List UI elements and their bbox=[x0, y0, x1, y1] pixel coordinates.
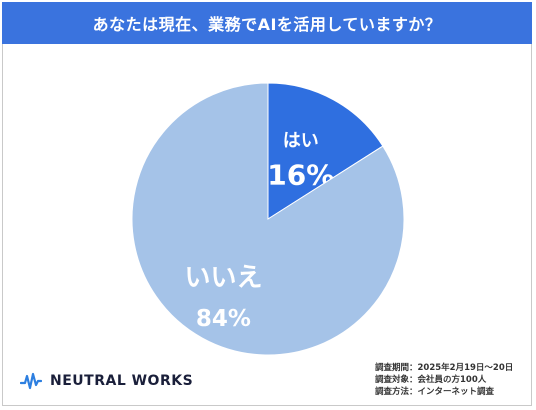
pie-slice-yes bbox=[267, 82, 384, 220]
brand-logo: NEUTRAL WORKS bbox=[20, 368, 193, 394]
survey-period: 調査期間：2025年2月19日～20日 bbox=[375, 363, 514, 373]
chart-title: あなたは現在、業務でAIを活用していますか？ bbox=[2, 2, 532, 44]
slice-value-no: 84% bbox=[196, 306, 251, 332]
survey-info: 調査期間：2025年2月19日～20日 調査対象：会社員の方100人 調査方法：… bbox=[375, 362, 513, 398]
slice-label-no: いいえ bbox=[184, 263, 262, 293]
brand-name: NEUTRAL WORKS bbox=[50, 373, 194, 389]
pie-slice-no bbox=[131, 82, 405, 356]
survey-method: 調査方法：インターネット調査 bbox=[375, 387, 495, 397]
slice-label-yes: はい bbox=[283, 130, 319, 151]
waveform-icon bbox=[20, 372, 42, 390]
survey-target: 調査対象：会社員の方100人 bbox=[375, 375, 487, 385]
